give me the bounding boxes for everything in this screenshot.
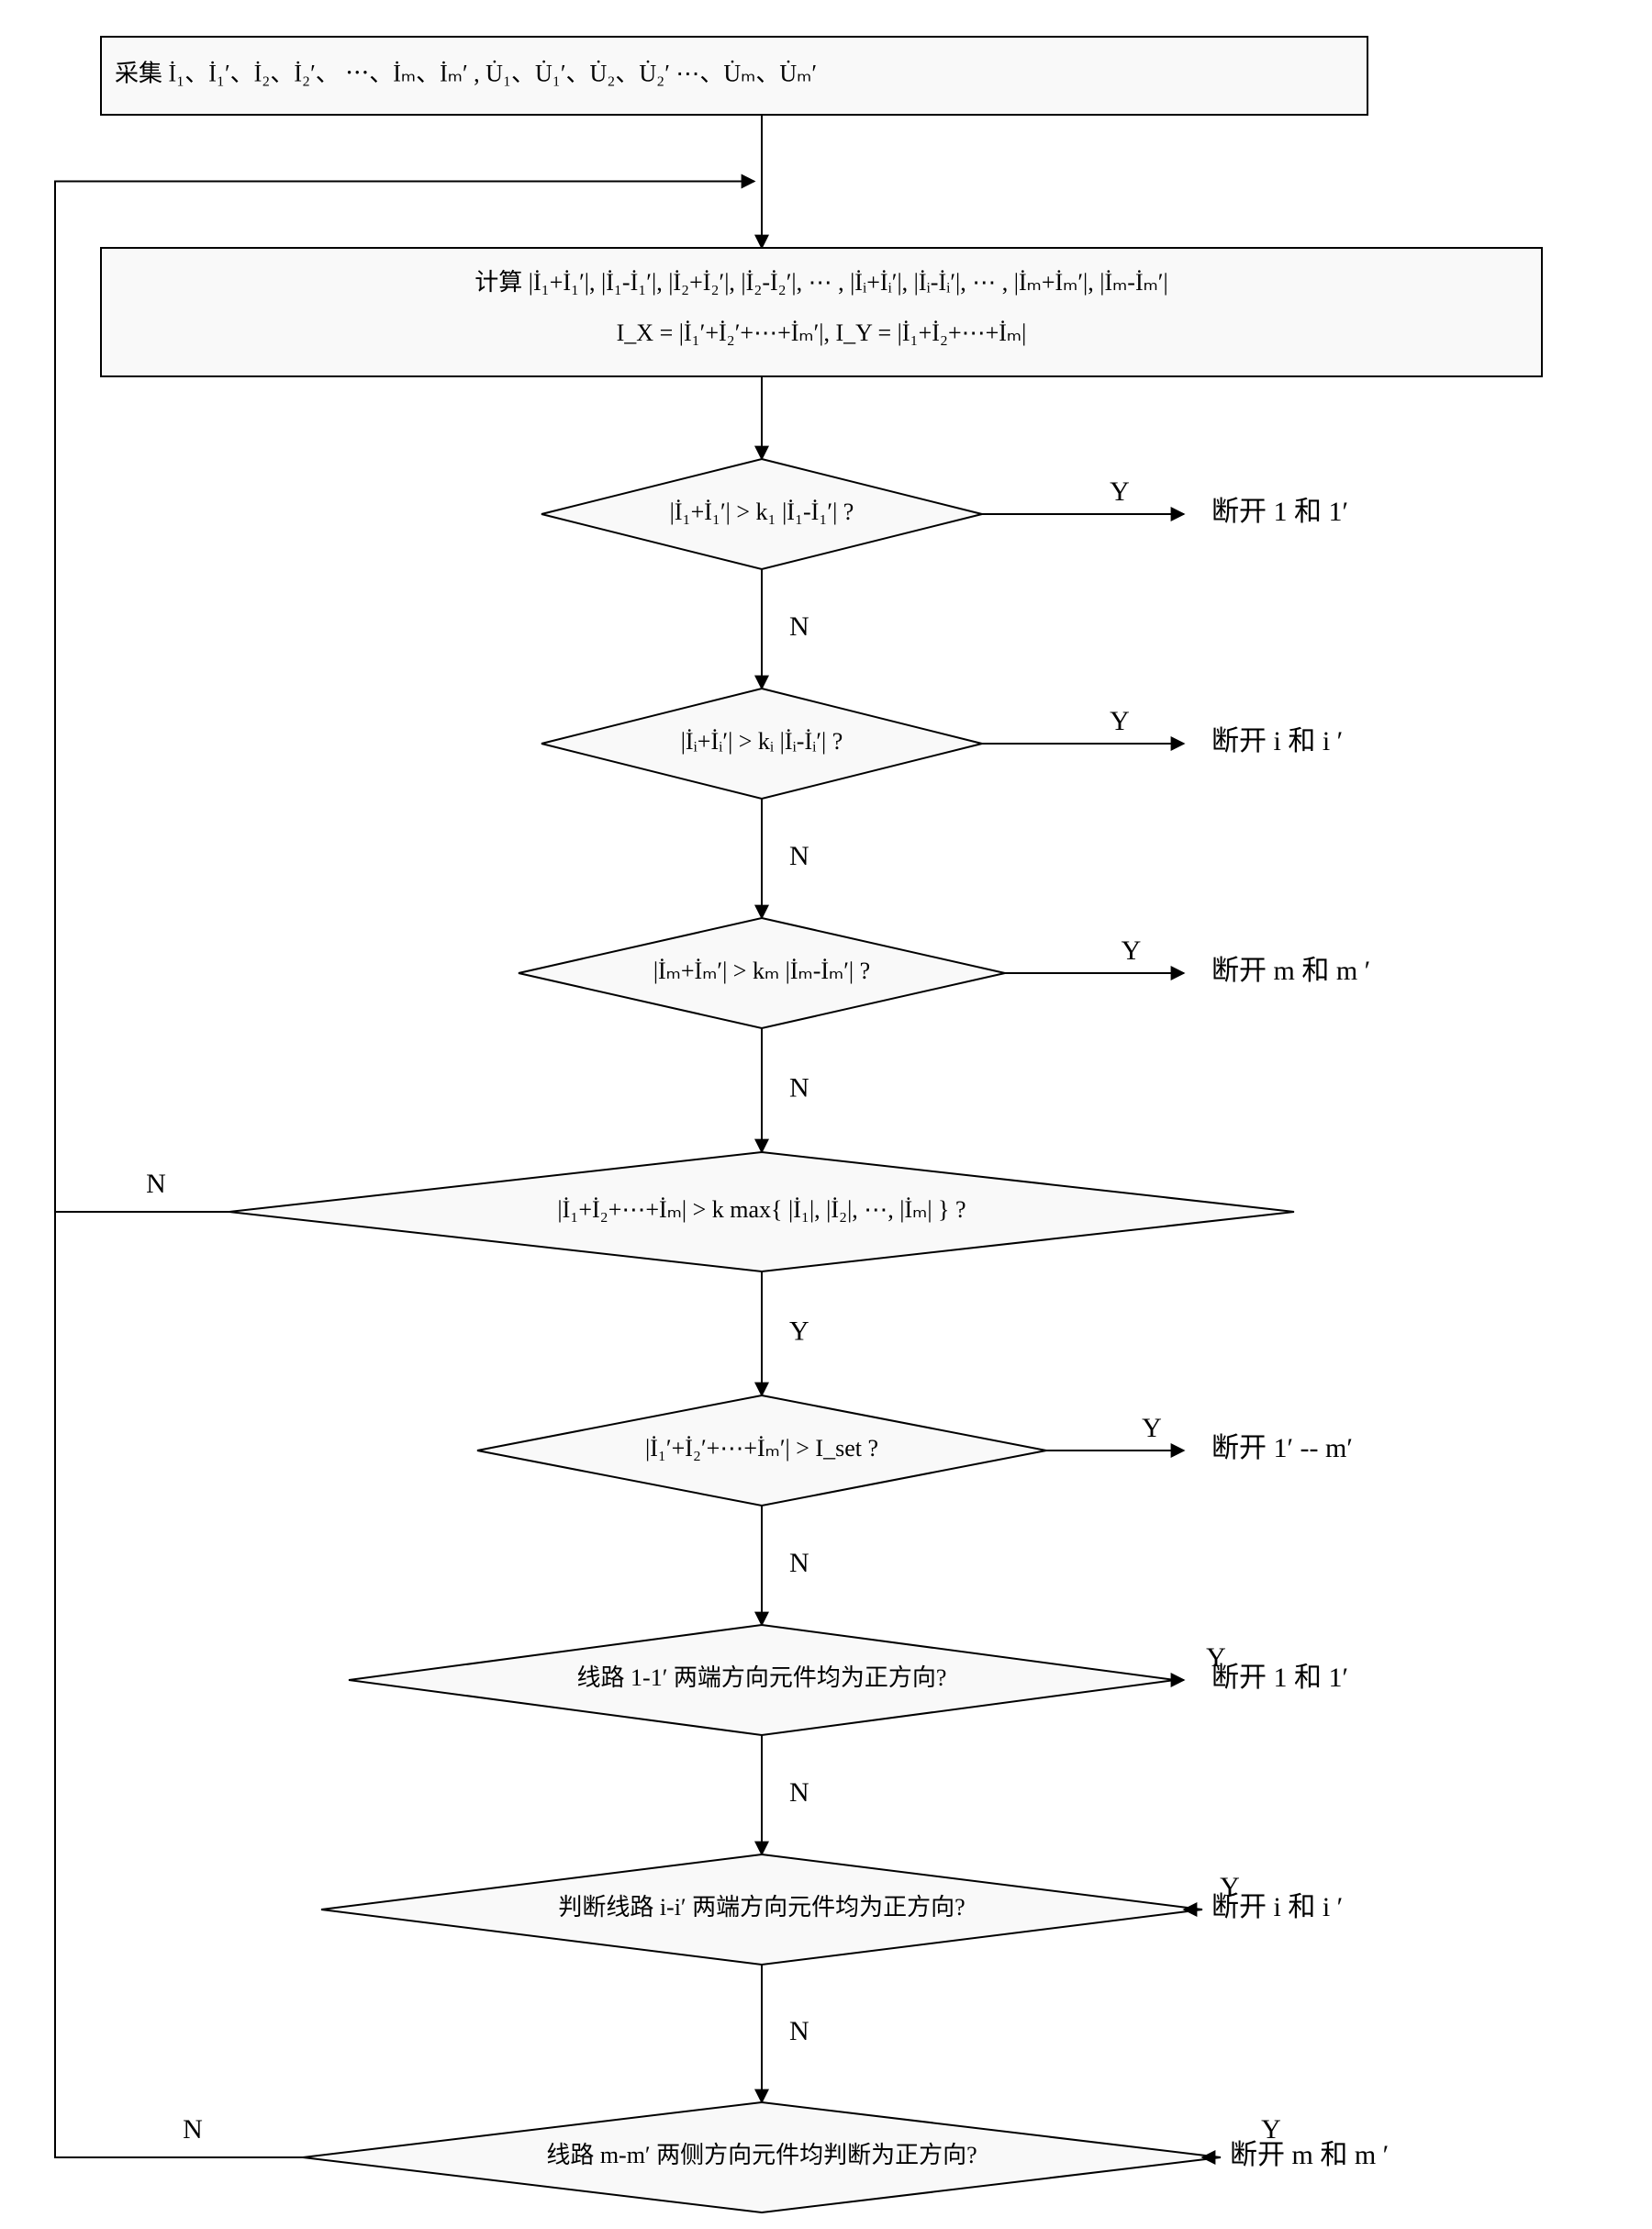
svg-text:Y: Y (1110, 476, 1130, 507)
svg-text:|İ₁+İ₂+⋯+İₘ| > k max{ |İ₁|, |İ: |İ₁+İ₂+⋯+İₘ| > k max{ |İ₁|, |İ₂|, ⋯, |İₘ… (557, 1196, 966, 1223)
svg-text:|İ₁′+İ₂′+⋯+İₘ′| > I_set ?: |İ₁′+İ₂′+⋯+İₘ′| > I_set ? (645, 1435, 878, 1462)
svg-text:Y: Y (1122, 935, 1142, 966)
svg-text:N: N (789, 1072, 809, 1103)
svg-text:Y: Y (1110, 706, 1130, 736)
svg-text:N: N (183, 2114, 203, 2145)
svg-text:Y: Y (789, 1316, 809, 1346)
svg-text:N: N (146, 1169, 166, 1199)
svg-text:断开 1 和 1′: 断开 1 和 1′ (1211, 1663, 1348, 1693)
svg-text:N: N (789, 1548, 809, 1578)
svg-text:|İᵢ+İᵢ′| > kᵢ |İᵢ-İᵢ′| ?: |İᵢ+İᵢ′| > kᵢ |İᵢ-İᵢ′| ? (681, 728, 843, 755)
svg-text:Y: Y (1142, 1413, 1162, 1443)
svg-text:线路 1-1′ 两端方向元件均为正方向?: 线路 1-1′ 两端方向元件均为正方向? (577, 1664, 947, 1691)
svg-text:N: N (789, 611, 809, 642)
svg-text:断开 i 和 i ′: 断开 i 和 i ′ (1211, 726, 1343, 756)
svg-text:判断线路 i-i′ 两端方向元件均为正方向?: 判断线路 i-i′ 两端方向元件均为正方向? (558, 1894, 965, 1921)
svg-text:计算 |İ₁+İ₁′|, |İ₁-İ₁′|, |İ₂+İ₂′: 计算 |İ₁+İ₁′|, |İ₁-İ₁′|, |İ₂+İ₂′|, |İ₂-İ₂′… (474, 269, 1167, 296)
svg-text:I_X = |İ₁′+İ₂′+⋯+İₘ′|, I_Y =: I_X = |İ₁′+İ₂′+⋯+İₘ′|, I_Y = |İ₁+İ₂+⋯+İₘ… (617, 319, 1027, 346)
svg-text:断开 i 和 i ′: 断开 i 和 i ′ (1211, 1892, 1343, 1922)
svg-text:线路 m-m′ 两侧方向元件均判断为正方向?: 线路 m-m′ 两侧方向元件均判断为正方向? (546, 2142, 977, 2168)
svg-text:N: N (789, 1777, 809, 1808)
svg-text:断开 m 和 m ′: 断开 m 和 m ′ (1211, 956, 1370, 986)
svg-text:断开 1′ -- m′: 断开 1′ -- m′ (1211, 1433, 1353, 1463)
svg-text:|İ₁+İ₁′| > k₁ |İ₁-İ₁′| ?: |İ₁+İ₁′| > k₁ |İ₁-İ₁′| ? (670, 498, 854, 525)
svg-text:采集 İ₁、İ₁′、İ₂、İ₂′、 ⋯、İₘ、İₘ′ , U: 采集 İ₁、İ₁′、İ₂、İ₂′、 ⋯、İₘ、İₘ′ , U̇₁、U̇₁′、U̇… (115, 60, 817, 86)
svg-text:断开 m 和 m ′: 断开 m 和 m ′ (1230, 2140, 1389, 2170)
svg-text:断开 1 和 1′: 断开 1 和 1′ (1211, 497, 1348, 527)
svg-text:N: N (789, 841, 809, 871)
svg-text:N: N (789, 2016, 809, 2046)
svg-text:|İₘ+İₘ′| > kₘ |İₘ-İₘ′| ?: |İₘ+İₘ′| > kₘ |İₘ-İₘ′| ? (653, 958, 870, 984)
